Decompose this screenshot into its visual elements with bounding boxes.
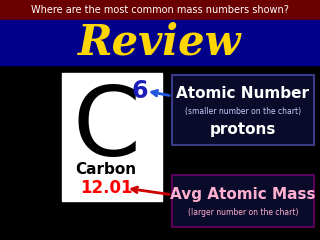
Bar — [172, 175, 314, 227]
Text: Where are the most common mass numbers shown?: Where are the most common mass numbers s… — [31, 5, 289, 15]
Text: Atomic Number: Atomic Number — [177, 86, 309, 101]
Text: C: C — [72, 83, 140, 176]
Bar — [62, 73, 162, 201]
Text: (smaller number on the chart): (smaller number on the chart) — [185, 107, 301, 116]
Text: protons: protons — [210, 122, 276, 137]
Text: Carbon: Carbon — [76, 162, 137, 176]
Text: Review: Review — [78, 22, 242, 64]
Text: 12.01: 12.01 — [80, 179, 132, 197]
Text: (larger number on the chart): (larger number on the chart) — [188, 208, 298, 217]
Text: Avg Atomic Mass: Avg Atomic Mass — [170, 187, 316, 202]
Bar — [0, 20, 320, 65]
Bar — [0, 0, 320, 20]
Text: 6: 6 — [132, 79, 148, 103]
Bar — [172, 75, 314, 145]
